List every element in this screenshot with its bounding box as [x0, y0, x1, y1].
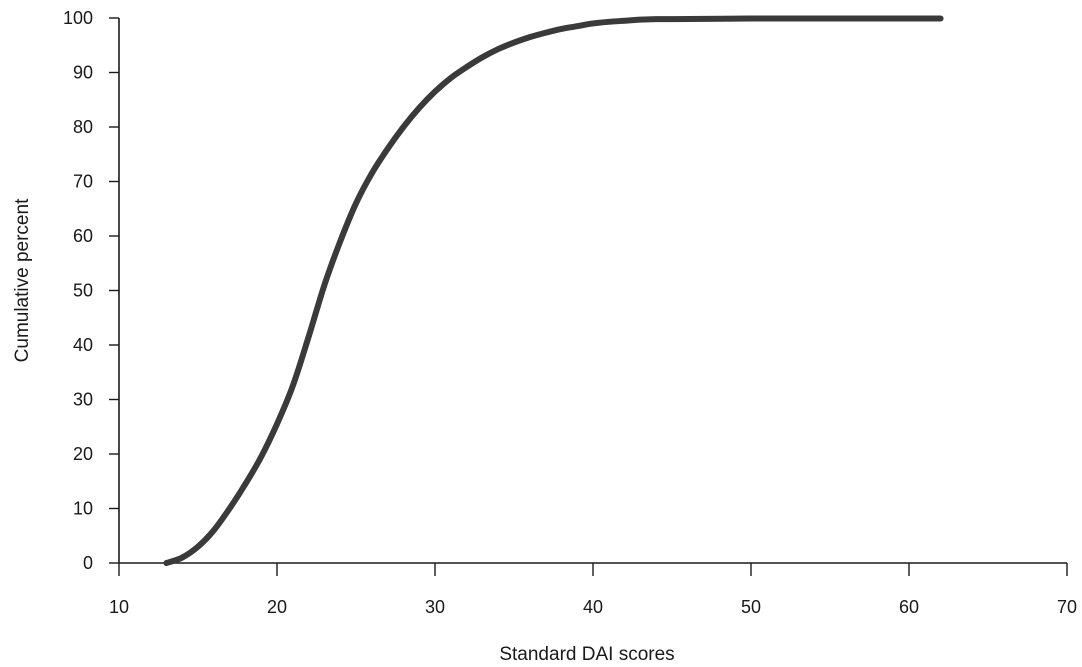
series-group [164, 17, 942, 565]
y-tick-label: 80 [73, 117, 93, 137]
y-tick-label: 20 [73, 444, 93, 464]
x-tick-label: 30 [425, 597, 445, 617]
data-point [196, 545, 200, 549]
data-point [828, 17, 832, 21]
data-point [338, 239, 342, 243]
data-point [275, 422, 279, 426]
data-point [449, 76, 453, 80]
y-tick-label: 0 [83, 553, 93, 573]
x-tick-label: 20 [267, 597, 287, 617]
data-point [433, 90, 437, 94]
data-point [465, 65, 469, 69]
data-point [528, 35, 532, 39]
data-point [243, 482, 247, 486]
data-point [354, 201, 358, 205]
x-tick-label: 50 [741, 597, 761, 617]
y-tick-label: 50 [73, 281, 93, 301]
y-tick-label: 40 [73, 335, 93, 355]
data-point [591, 21, 595, 25]
data-point [228, 507, 232, 511]
y-ticks: 0 10 20 30 40 50 60 70 80 90 100 [63, 8, 119, 573]
x-tick-label: 10 [109, 597, 129, 617]
data-point [512, 41, 516, 45]
data-point [638, 18, 642, 22]
data-point [607, 20, 611, 24]
data-point [291, 384, 295, 388]
data-point [164, 561, 168, 565]
data-point [559, 27, 563, 31]
axes [119, 18, 1067, 563]
x-tick-label: 60 [899, 597, 919, 617]
y-tick-label: 60 [73, 226, 93, 246]
y-axis-title: Cumulative percent [12, 198, 33, 362]
data-point [575, 24, 579, 28]
data-point [180, 556, 184, 560]
data-point [654, 17, 658, 21]
data-point [401, 125, 405, 129]
data-point [670, 17, 674, 21]
data-point [480, 55, 484, 59]
data-point [749, 17, 753, 21]
y-tick-label: 100 [63, 8, 93, 28]
data-point [623, 19, 627, 23]
y-tick-label: 90 [73, 63, 93, 83]
data-point [307, 335, 311, 339]
x-tick-label: 70 [1057, 597, 1077, 617]
x-tick-label: 40 [583, 597, 603, 617]
data-point [212, 528, 216, 532]
data-point [259, 455, 263, 459]
y-tick-label: 30 [73, 390, 93, 410]
data-point [496, 47, 500, 51]
y-tick-label: 10 [73, 499, 93, 519]
data-point [939, 17, 943, 21]
data-point [417, 106, 421, 110]
data-point [386, 147, 390, 151]
x-axis-title: Standard DAI scores [499, 644, 674, 665]
y-tick-label: 70 [73, 172, 93, 192]
x-ticks: 10 20 30 40 50 60 70 [109, 563, 1077, 617]
data-point [370, 171, 374, 175]
series-line-0 [166, 19, 940, 564]
data-point [322, 283, 326, 287]
data-point [544, 31, 548, 35]
